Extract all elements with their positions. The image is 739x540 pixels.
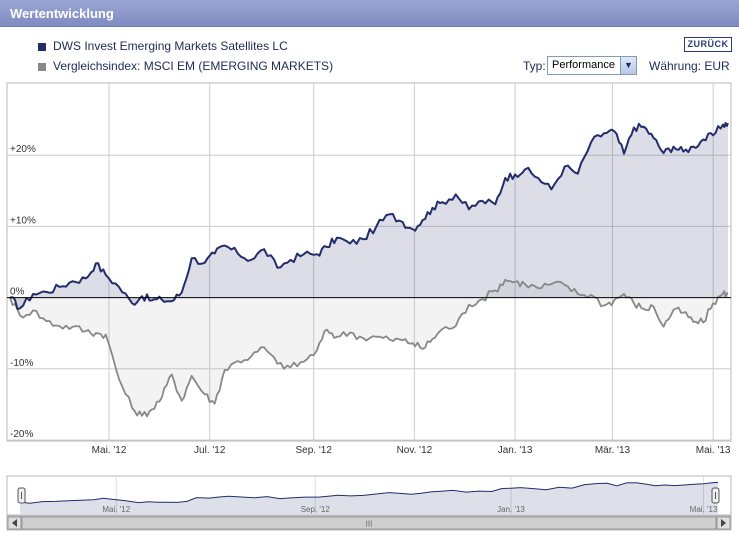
typ-label: Typ: [523, 59, 546, 73]
navigator-line [19, 481, 719, 504]
x-tick-label: Jul. '12 [194, 445, 226, 456]
navigator-tick-label: Jan. '13 [497, 505, 525, 514]
grid-lines [7, 83, 731, 441]
chevron-left-icon [12, 519, 17, 527]
y-tick-label: -10% [10, 358, 33, 369]
navigator-tick-label: Sep. '12 [301, 505, 331, 514]
x-axis-labels: Mai. '12 Jul. '12 Sep. '12 Nov. '12 Jan. '13… [92, 445, 731, 456]
currency-label: Währung: EUR [649, 59, 730, 73]
navigator-labels: Mai. '12 Sep. '12 Jan. '13 Mai. '13 [102, 505, 718, 514]
series-area-1 [10, 279, 728, 417]
legend-item-index: Vergleichsindex: MSCI EM (EMERGING MARKE… [38, 59, 333, 73]
legend-swatch-index [38, 62, 46, 71]
panel-title: Wertentwicklung [10, 6, 114, 21]
legend-item-fund: DWS Invest Emerging Markets Satellites L… [38, 39, 288, 53]
series-line-index [9, 278, 729, 418]
navigator-area [20, 482, 718, 514]
typ-select[interactable]: Performance ▼ [547, 56, 637, 75]
x-tick-label: Nov. '12 [397, 445, 433, 456]
navigator-panel [6, 475, 732, 516]
x-tick-label: Mai. '12 [92, 445, 127, 456]
x-tick-label: Mai. '13 [696, 445, 731, 456]
y-tick-label: -20% [10, 429, 33, 440]
navigator-tick-label: Mai. '13 [690, 505, 718, 514]
y-tick-label: +20% [10, 144, 36, 155]
chevron-down-icon[interactable]: ▼ [620, 57, 636, 74]
x-tick-label: Sep. '12 [296, 445, 333, 456]
legend-label-index: Vergleichsindex: MSCI EM (EMERGING MARKE… [53, 59, 334, 73]
scrollbar-grip: III [366, 520, 373, 529]
series-area-0 [10, 123, 728, 309]
panel-header: Wertentwicklung [0, 0, 739, 27]
y-axis-labels: +20% +10% 0% -10% -20% [10, 144, 36, 440]
series-areas [10, 123, 728, 417]
chevron-right-icon [721, 519, 726, 527]
x-tick-label: Mär. '13 [595, 445, 631, 456]
scrollbar-thumb[interactable] [21, 516, 717, 530]
legend-swatch-fund [38, 42, 46, 51]
navigator-tick-label: Mai. '12 [102, 505, 130, 514]
x-tick-label: Jan. '13 [498, 445, 533, 456]
legend-label-fund: DWS Invest Emerging Markets Satellites L… [53, 39, 288, 53]
navigator-grid [115, 476, 705, 515]
plot-area [6, 82, 732, 442]
navigator-series [19, 481, 719, 514]
back-button[interactable]: ZURÜCK [684, 37, 732, 52]
y-tick-label: +10% [10, 215, 36, 226]
series-line-fund [9, 122, 729, 310]
series-lines [7, 122, 731, 418]
y-tick-label: 0% [10, 287, 25, 298]
typ-select-value: Performance [552, 59, 615, 71]
